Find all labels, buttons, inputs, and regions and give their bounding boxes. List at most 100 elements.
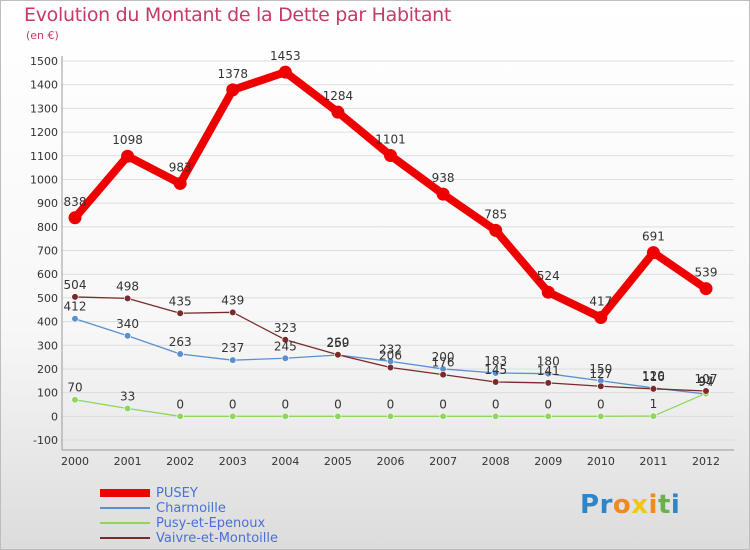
data-point [436, 187, 450, 201]
data-label: 323 [274, 321, 297, 335]
data-point [544, 379, 552, 387]
legend-item-vaivre-et-montoille[interactable]: Vaivre-et-Montoille [100, 531, 340, 547]
data-label: 245 [274, 339, 297, 353]
series-line [71, 68, 710, 322]
y-tick-label: 400 [37, 316, 58, 329]
legend-item-charmoille[interactable]: Charmoille [100, 501, 340, 517]
data-point [492, 412, 500, 420]
legend-label-pusey: PUSEY [156, 486, 198, 501]
data-point [176, 309, 184, 317]
data-point [123, 404, 132, 413]
legend-item-pusy-et-epenoux[interactable]: Pusy-et-Epenoux [100, 516, 340, 532]
y-tick-label: 500 [37, 292, 58, 305]
data-label: 439 [221, 293, 244, 307]
data-label: 0 [229, 397, 237, 411]
data-point [597, 412, 605, 420]
y-tick-label: 1200 [30, 126, 58, 139]
x-tick-label: 2010 [587, 455, 615, 468]
data-point [597, 382, 605, 390]
data-point [489, 223, 503, 237]
chart-subtitle: (en €) [26, 29, 59, 42]
logo-letter: x [631, 490, 649, 520]
data-label: 785 [484, 207, 507, 221]
data-point [492, 378, 500, 386]
legend-label-charmoille: Charmoille [156, 501, 226, 516]
data-point [334, 412, 342, 420]
y-tick-label: 1000 [30, 173, 58, 186]
x-tick-label: 2012 [692, 455, 720, 468]
y-tick-label: 100 [37, 387, 58, 400]
data-label: 1378 [217, 67, 248, 81]
data-label: 0 [492, 397, 500, 411]
data-point [544, 412, 552, 420]
data-point [229, 412, 237, 420]
y-tick-label: 1500 [30, 55, 58, 68]
data-label: 539 [695, 266, 718, 280]
data-point [71, 396, 79, 404]
legend-label-pusy-et-epenoux: Pusy-et-Epenoux [156, 516, 266, 531]
data-point [544, 370, 552, 378]
data-label: 70 [67, 381, 82, 395]
legend-item-pusey[interactable]: PUSEY [100, 486, 340, 502]
y-tick-label: 300 [37, 339, 58, 352]
logo-letter: i [670, 490, 681, 520]
y-tick-label: 600 [37, 268, 58, 281]
data-point [386, 412, 395, 420]
data-label: 0 [439, 397, 447, 411]
data-point [386, 363, 395, 372]
data-label: 1101 [375, 133, 406, 147]
data-label: 1098 [112, 133, 143, 147]
data-labels: 838 1098 983 1378 1453 1284 1101 938 785 524 417 69… [64, 49, 718, 411]
data-point [331, 105, 345, 119]
x-tick-label: 2008 [482, 455, 510, 468]
data-point [123, 332, 132, 340]
y-tick-label: 1100 [30, 150, 58, 163]
data-label: 183 [484, 354, 507, 368]
data-label: 435 [169, 294, 192, 308]
y-tick-label: 800 [37, 221, 58, 234]
x-tick-label: 2005 [324, 455, 352, 468]
data-point [71, 293, 79, 301]
data-label: 0 [176, 397, 184, 411]
legend-label-vaivre-et-montoille: Vaivre-et-Montoille [156, 531, 278, 546]
data-label: 340 [116, 317, 139, 331]
y-tick-label: 900 [37, 197, 58, 210]
data-point [492, 369, 500, 377]
data-point [121, 149, 135, 163]
y-tick-label: 1400 [30, 79, 58, 92]
data-label: 145 [484, 363, 507, 377]
x-tick-label: 2003 [219, 455, 247, 468]
data-label: 412 [64, 300, 87, 314]
data-label: 263 [169, 335, 192, 349]
data-point [281, 336, 289, 344]
data-label: 938 [432, 171, 455, 185]
data-label: 260 [326, 336, 349, 350]
data-label: 0 [387, 397, 395, 411]
data-point [281, 354, 289, 362]
data-point [71, 315, 79, 323]
data-point [229, 356, 237, 364]
x-tick-label: 2009 [534, 455, 562, 468]
data-label: 1453 [270, 49, 301, 63]
data-label: 983 [169, 160, 192, 174]
data-label: 94 [698, 375, 713, 389]
y-tick-label: -100 [33, 434, 58, 447]
x-tick-label: 2004 [271, 455, 299, 468]
data-label: 498 [116, 279, 139, 293]
data-point [68, 211, 82, 225]
grid-lines [62, 60, 734, 441]
logo-letter: i [648, 490, 658, 520]
data-label: 691 [642, 230, 665, 244]
data-label: 504 [64, 278, 87, 292]
data-label: 33 [120, 389, 135, 403]
data-label: 0 [544, 397, 552, 411]
data-label: 0 [334, 397, 342, 411]
data-point [334, 351, 342, 359]
logo-letter: r [599, 490, 613, 520]
data-label: 176 [432, 356, 455, 370]
data-point [699, 282, 713, 296]
legend-swatch-charmoille [100, 507, 150, 509]
data-label: 838 [64, 195, 87, 209]
y-tick-label: 700 [37, 245, 58, 258]
data-point [649, 385, 658, 393]
